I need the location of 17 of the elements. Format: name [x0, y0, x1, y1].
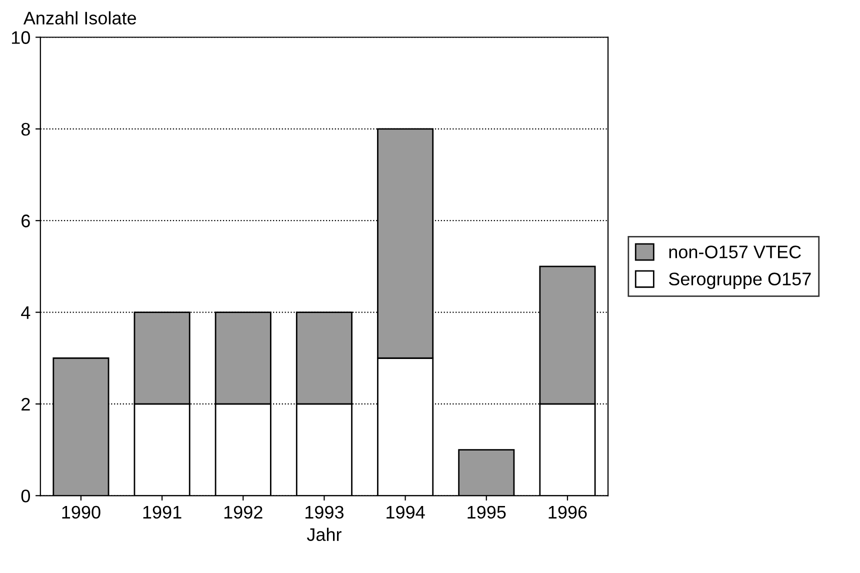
x-tick-label: 1996: [548, 506, 587, 519]
y-tick-label: 4: [21, 306, 30, 319]
x-tick-label: 1990: [62, 506, 100, 519]
x-tick-label: 1992: [224, 506, 262, 519]
legend-label: non-O157 VTEC: [669, 246, 801, 258]
x-tick-label: 1991: [143, 506, 182, 519]
x-axis-title: Jahr: [306, 528, 342, 542]
y-tick-label: 10: [12, 31, 30, 44]
x-tick-label: 1994: [386, 506, 425, 519]
y-tick-label: 2: [22, 398, 30, 411]
legend-label: Serogruppe O157: [668, 272, 811, 289]
y-tick-label: 6: [22, 214, 30, 228]
y-axis-title: Anzahl Isolate: [23, 11, 136, 25]
x-tick-label: 1995: [468, 506, 506, 519]
x-tick-label: 1993: [306, 506, 344, 519]
y-tick-label: 8: [21, 122, 30, 136]
y-tick-label: 0: [21, 490, 30, 502]
